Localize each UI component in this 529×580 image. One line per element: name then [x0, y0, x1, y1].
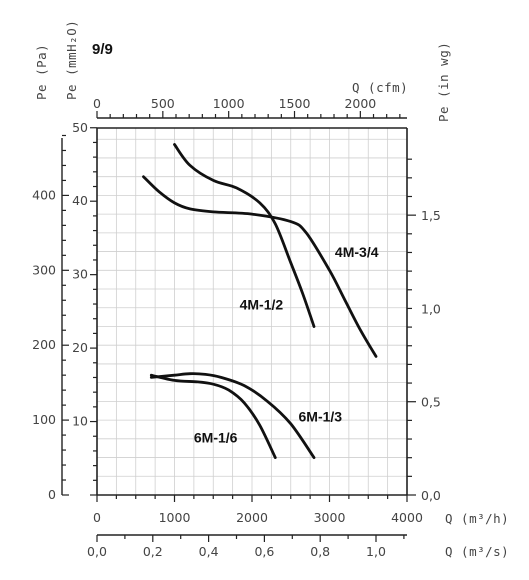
cfm-tick-label: 1000 — [213, 96, 245, 111]
inwg-tick-label: 0,5 — [421, 395, 441, 410]
pa-tick-label: 100 — [32, 412, 56, 427]
curve-label-6m-1-3: 6M-1/3 — [299, 409, 343, 425]
mmh2o-tick-label: 10 — [72, 414, 88, 429]
curve-label-6m-1-6: 6M-1/6 — [194, 430, 238, 446]
pa-tick-label: 200 — [32, 337, 56, 352]
curve-labels: 4M-3/4 4M-1/2 6M-1/3 6M-1/6 — [194, 244, 379, 446]
inwg-tick-label: 1,5 — [421, 208, 441, 223]
cfm-tick-label: 0 — [93, 96, 101, 111]
m3h-tick-label: 2000 — [236, 510, 268, 525]
m3s-tick-label: 1,0 — [366, 544, 386, 559]
y-axis-title-mmh2o: Pe (mmH₂O) — [64, 20, 79, 100]
m3s-tick-label: 0,4 — [199, 544, 219, 559]
m3h-tick-label: 0 — [93, 510, 101, 525]
pa-tick-label: 300 — [32, 262, 56, 277]
x-axis-title-cfm: Q (cfm) — [352, 80, 408, 95]
m3h-tick-label: 1000 — [159, 510, 191, 525]
grid — [97, 128, 407, 495]
y-axis-title-pa: Pe (Pa) — [34, 44, 49, 100]
axes: 0 100 200 300 400 10 20 30 40 50 0,0 0,5 1,0 1,5 0 1000… — [32, 96, 441, 559]
performance-curves — [142, 143, 378, 459]
mmh2o-tick-label: 50 — [72, 120, 88, 135]
m3s-tick-label: 0,2 — [143, 544, 163, 559]
mmh2o-tick-label: 30 — [72, 267, 88, 282]
curve-6m-1-3 — [149, 372, 316, 459]
inwg-tick-label: 0,0 — [421, 488, 441, 503]
pa-tick-label: 0 — [48, 487, 56, 502]
m3s-tick-label: 0,0 — [87, 544, 107, 559]
m3s-tick-label: 0,6 — [254, 544, 274, 559]
mmh2o-tick-label: 40 — [72, 193, 88, 208]
m3s-tick-label: 0,8 — [310, 544, 330, 559]
m3h-tick-label: 3000 — [314, 510, 346, 525]
pa-tick-label: 400 — [32, 187, 56, 202]
inwg-tick-label: 1,0 — [421, 301, 441, 316]
y-axis-title-inwg: Pe (in wg) — [436, 42, 451, 122]
page-tag: 9/9 — [92, 41, 113, 58]
cfm-tick-label: 1500 — [279, 96, 311, 111]
x-axis-title-m3s: Q (m³/s) — [445, 544, 509, 559]
curve-6m-1-6 — [149, 373, 277, 459]
curve-label-4m-1-2: 4M-1/2 — [240, 296, 284, 312]
curve-4m-1-2 — [173, 143, 316, 328]
cfm-tick-label: 500 — [151, 96, 175, 111]
curve-label-4m-3-4: 4M-3/4 — [335, 244, 379, 260]
mmh2o-tick-label: 20 — [72, 340, 88, 355]
cfm-tick-label: 2000 — [344, 96, 376, 111]
m3h-tick-label: 4000 — [391, 510, 423, 525]
x-axis-title-m3h: Q (m³/h) — [445, 511, 509, 526]
